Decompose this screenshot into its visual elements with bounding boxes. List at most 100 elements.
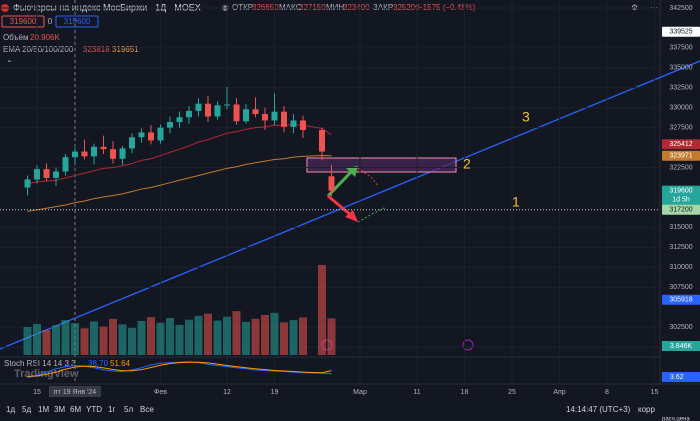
sell-box[interactable] [1, 15, 45, 28]
range-button[interactable]: 3М [54, 405, 65, 414]
buy-price[interactable]: 319600 [64, 17, 91, 26]
y-tick-label: 315000 [669, 224, 692, 231]
candle-body [119, 148, 126, 159]
candle-body [53, 171, 59, 178]
volume-bar [289, 320, 298, 355]
candle-body [205, 103, 211, 117]
candle-body [233, 104, 240, 122]
option[interactable]: расч.цена [662, 417, 690, 421]
dotted-path [357, 206, 387, 223]
x-tick-label: пт 19 Янв '24 [54, 389, 96, 396]
x-tick-label: 18 [461, 389, 469, 396]
x-tick-label: Мар [353, 389, 367, 396]
y-tick-label: 332500 [669, 85, 692, 92]
price-label: 339525 [669, 29, 692, 36]
volume-label-bg [662, 341, 700, 351]
price-label-note: 1d 5h [672, 197, 690, 204]
zone-rect [306, 157, 457, 173]
toolbar: 1д 5д 1М 3М 6М YTD 1г 5л Все 14:14:47 (UTC+3) корр… [6, 405, 690, 421]
candle-body [100, 146, 107, 150]
volume-bar [128, 327, 136, 355]
volume-bar [194, 315, 203, 355]
y-tick-label: 312500 [669, 244, 692, 251]
candle-body [24, 179, 31, 188]
volume-bar [232, 311, 241, 355]
candle-body [72, 151, 78, 158]
ema-line [27, 123, 332, 184]
range-button[interactable]: Все [140, 405, 154, 414]
candle-body [252, 109, 259, 115]
stoch-line [27, 361, 332, 377]
event-icon[interactable] [462, 339, 474, 351]
candle-body [91, 146, 97, 157]
candle-body [186, 110, 192, 118]
range-button[interactable]: 1д [6, 405, 15, 414]
price-label-bg [662, 150, 700, 161]
price-label-bg [662, 294, 700, 305]
candle-body [281, 111, 287, 127]
volume-bar [90, 321, 98, 355]
crosshair-label-bg [49, 386, 101, 397]
range-button[interactable]: YTD [86, 405, 102, 414]
volume-bar [213, 320, 222, 355]
option[interactable]: корр [638, 405, 655, 414]
collapse-icon[interactable]: ⌃ [6, 59, 13, 68]
volume-bar [118, 324, 127, 355]
y-tick-label: 330000 [669, 105, 692, 112]
volume-last-label: 3.846K [670, 343, 693, 350]
annotation: 3 [522, 109, 530, 125]
candle-body [300, 120, 306, 131]
stoch-name: Stoch RSI 14 14 3 3 [4, 359, 76, 368]
y-tick-label: 302500 [669, 324, 692, 331]
ema-label: EMA 20/50/100/200 [3, 45, 74, 54]
range-button[interactable]: 6М [70, 405, 81, 414]
range-button[interactable]: 1М [38, 405, 49, 414]
price-label-bg [662, 204, 700, 215]
candle-body [62, 157, 69, 172]
price-label: 305918 [669, 297, 692, 304]
y-tick-label: 337500 [669, 45, 692, 52]
price-label: 317200 [669, 207, 692, 214]
arrow-down-head [345, 210, 358, 222]
volume-value: 20.906K [30, 33, 60, 42]
price-label-bg [662, 139, 700, 150]
volume-bar [251, 318, 260, 355]
price-label: 323971 [669, 153, 692, 160]
volume-bar [109, 318, 117, 355]
arrow-up-head [346, 166, 358, 177]
candle-body [176, 117, 183, 123]
sell-price[interactable]: 319600 [10, 17, 37, 26]
range-button[interactable]: 5л [124, 405, 133, 414]
volume-bar [166, 317, 174, 355]
x-tick-label: 25 [508, 389, 516, 396]
candle-body [271, 111, 278, 121]
stoch-k: 38.70 [88, 359, 109, 368]
volume-bar [147, 317, 155, 355]
candle-body [224, 104, 230, 106]
stoch-d: 51.64 [110, 359, 131, 368]
stoch-line [27, 361, 332, 379]
candle-body [167, 122, 173, 128]
y-tick-label: 327500 [669, 124, 692, 131]
range-button[interactable]: 5д [22, 405, 31, 414]
volume-bar [270, 312, 279, 355]
ema-readout: 323818 [83, 45, 110, 54]
buy-box[interactable] [55, 15, 99, 28]
symbol-title[interactable]: Фьючерсы на индекс МосБиржи · 1Д · MOEX [13, 2, 201, 12]
candle-body [129, 137, 135, 149]
y-tick-label: 307500 [669, 284, 692, 291]
candle-body [195, 103, 202, 111]
x-tick-label: Фев [154, 389, 167, 396]
spread: 0 [48, 17, 53, 26]
ema-readout: 319651 [112, 45, 139, 54]
trend-line [0, 60, 700, 350]
range-button[interactable]: 1г [108, 405, 115, 414]
volume-bar [185, 319, 193, 355]
price-label: 319600 [669, 188, 692, 195]
volume-bar [33, 324, 41, 355]
candle-body [290, 120, 297, 127]
candle-body [34, 169, 40, 180]
y-tick-label: 342500 [669, 5, 692, 12]
